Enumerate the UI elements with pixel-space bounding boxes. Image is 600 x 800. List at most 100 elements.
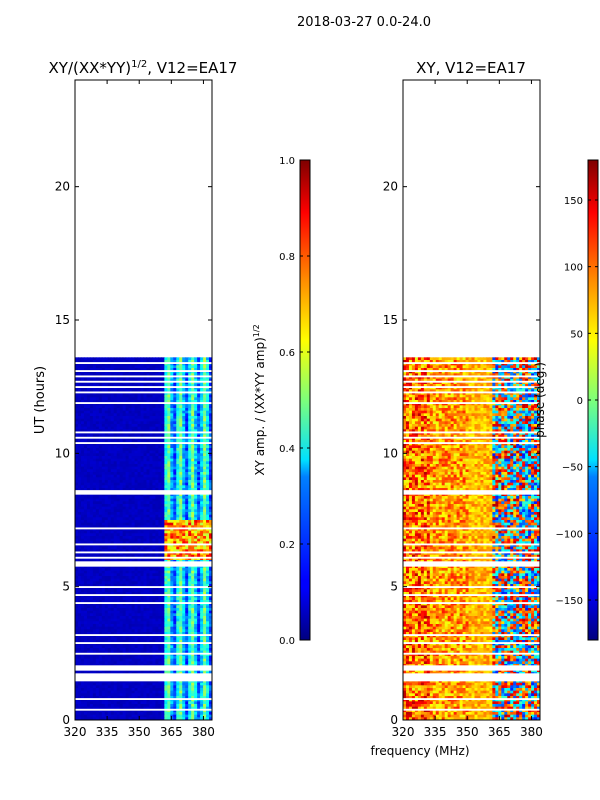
heatmap-cell — [131, 565, 136, 569]
heatmap-cell — [173, 389, 177, 393]
heatmap-cell — [173, 458, 177, 462]
heatmap-cell — [188, 485, 192, 489]
heatmap-cell — [125, 525, 130, 529]
heatmap-cell — [107, 522, 112, 526]
heatmap-cell — [101, 416, 106, 420]
heatmap-cell — [158, 549, 162, 553]
heatmap-cell — [104, 568, 109, 572]
heatmap-cell — [155, 581, 159, 585]
heatmap-cell — [75, 576, 79, 580]
heatmap-cell — [80, 618, 85, 622]
heatmap-cell — [83, 386, 88, 390]
heatmap-cell — [152, 597, 157, 601]
heatmap-cell — [140, 498, 145, 502]
heatmap-cell — [134, 533, 139, 537]
heatmap-cell — [167, 469, 171, 473]
heatmap-cell — [98, 381, 103, 385]
heatmap-cell — [170, 581, 174, 585]
heatmap-cell — [122, 541, 127, 545]
heatmap-cell — [134, 528, 139, 532]
heatmap-cell — [146, 381, 151, 385]
heatmap-cell — [77, 386, 82, 390]
heatmap-cell — [107, 565, 112, 569]
heatmap-cell — [209, 402, 212, 406]
heatmap-cell — [137, 413, 142, 417]
heatmap-cell — [134, 504, 139, 508]
heatmap-cell — [131, 472, 136, 476]
heatmap-cell — [92, 634, 97, 638]
heatmap-cell — [77, 413, 82, 417]
heatmap-cell — [80, 522, 85, 526]
heatmap-cell — [125, 549, 130, 553]
heatmap-cell — [167, 549, 171, 553]
heatmap-cell — [128, 384, 133, 388]
heatmap-cell — [128, 386, 133, 390]
heatmap-cell — [152, 472, 157, 476]
heatmap-cell — [131, 605, 136, 609]
heatmap-cell — [143, 360, 148, 364]
heatmap-cell — [128, 381, 133, 385]
heatmap-cell — [110, 397, 115, 401]
heatmap-cell — [194, 597, 198, 601]
heatmap-cell — [110, 501, 115, 505]
heatmap-cell — [113, 570, 118, 574]
heatmap-cell — [197, 514, 201, 518]
heatmap-cell — [92, 522, 97, 526]
heatmap-cell — [194, 618, 198, 622]
heatmap-cell — [200, 368, 204, 372]
heatmap-cell — [116, 589, 121, 593]
heatmap-cell — [125, 552, 130, 556]
heatmap-cell — [125, 464, 130, 468]
heatmap-cell — [101, 402, 106, 406]
heatmap-cell — [101, 602, 106, 606]
heatmap-cell — [89, 429, 94, 433]
heatmap-cell — [75, 557, 79, 561]
heatmap-cell — [170, 410, 174, 414]
heatmap-cell — [200, 533, 204, 537]
heatmap-cell — [98, 541, 103, 545]
heatmap-cell — [104, 357, 109, 361]
heatmap-cell — [101, 394, 106, 398]
heatmap-cell — [101, 389, 106, 393]
heatmap-cell — [92, 450, 97, 454]
heatmap-cell — [188, 365, 192, 369]
heatmap-cell — [203, 634, 207, 638]
heatmap-cell — [98, 645, 103, 649]
heatmap-cell — [95, 368, 100, 372]
heatmap-cell — [173, 394, 177, 398]
heatmap-cell — [191, 512, 195, 516]
heatmap-cell — [143, 485, 148, 489]
heatmap-cell — [155, 618, 159, 622]
heatmap-cell — [140, 368, 145, 372]
heatmap-cell — [206, 613, 210, 617]
heatmap-cell — [143, 386, 148, 390]
heatmap-cell — [89, 432, 94, 436]
heatmap-cell — [164, 389, 168, 393]
heatmap-cell — [83, 624, 88, 628]
heatmap-cell — [158, 384, 162, 388]
heatmap-cell — [116, 432, 121, 436]
heatmap-cell — [98, 362, 103, 366]
heatmap-cell — [188, 640, 192, 644]
heatmap-cell — [143, 538, 148, 542]
heatmap-cell — [107, 373, 112, 377]
heatmap-cell — [167, 605, 171, 609]
heatmap-cell — [206, 456, 210, 460]
heatmap-cell — [161, 632, 165, 636]
heatmap-cell — [77, 536, 82, 540]
heatmap-cell — [206, 533, 210, 537]
heatmap-cell — [83, 421, 88, 425]
heatmap-cell — [119, 416, 124, 420]
heatmap-cell — [98, 485, 103, 489]
heatmap-cell — [191, 592, 195, 596]
heatmap-cell — [209, 605, 212, 609]
heatmap-cell — [116, 525, 121, 529]
heatmap-cell — [209, 600, 212, 604]
heatmap-cell — [206, 538, 210, 542]
heatmap-cell — [122, 589, 127, 593]
heatmap-cell — [176, 586, 180, 590]
heatmap-cell — [137, 493, 142, 497]
heatmap-cell — [119, 482, 124, 486]
heatmap-cell — [107, 546, 112, 550]
heatmap-cell — [104, 541, 109, 545]
